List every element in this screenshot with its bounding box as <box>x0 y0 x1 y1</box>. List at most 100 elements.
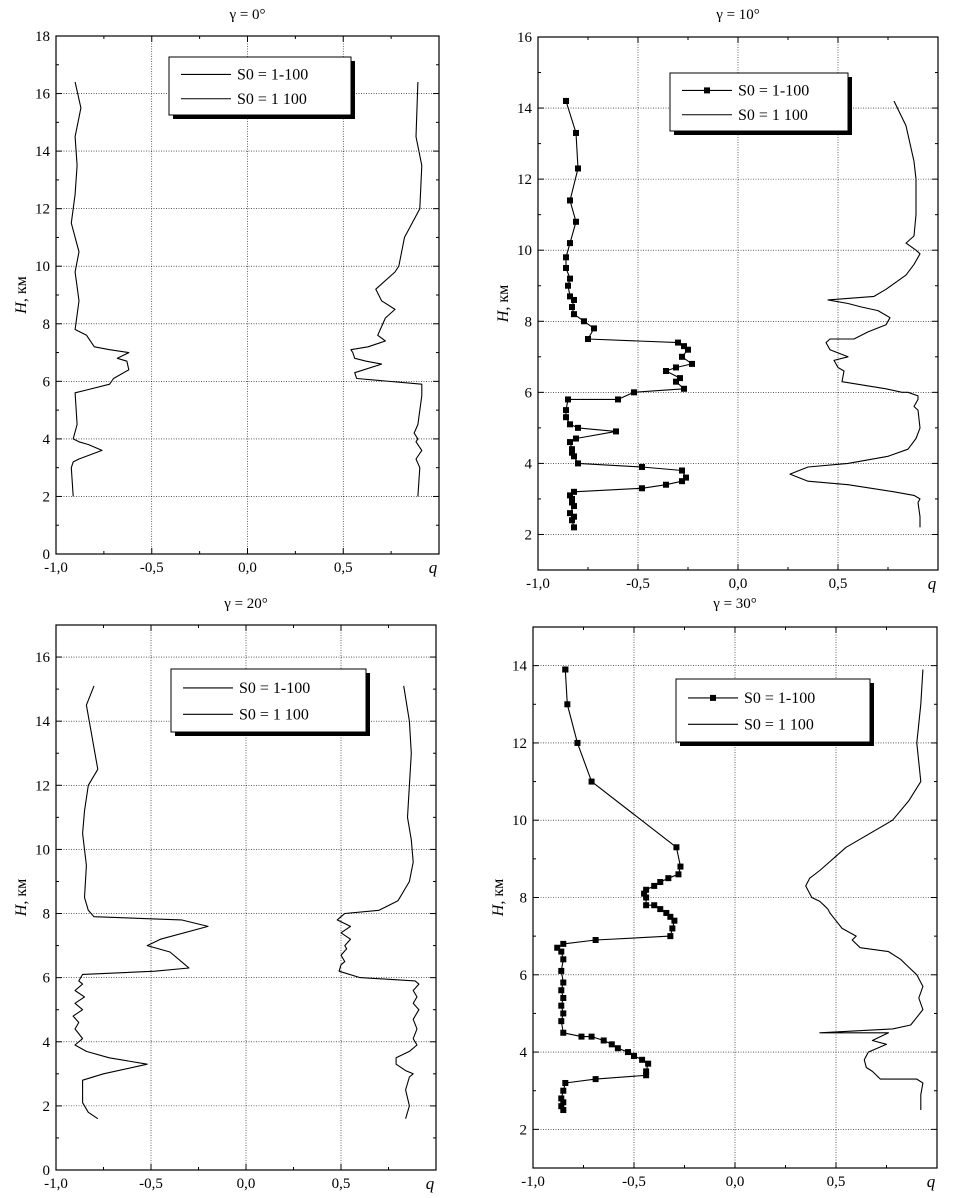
data-point <box>677 863 684 870</box>
y-axis-label-unit: , км <box>13 879 30 905</box>
data-point <box>673 378 679 385</box>
series-line-1 <box>805 669 924 1110</box>
data-point <box>600 1037 607 1044</box>
data-point <box>567 421 573 428</box>
data-point <box>560 1029 567 1036</box>
data-point <box>639 1056 646 1063</box>
legend-box <box>669 72 849 132</box>
data-point <box>615 396 621 403</box>
data-point <box>558 967 565 974</box>
data-point <box>563 254 569 261</box>
legend-marker <box>704 87 710 94</box>
y-axis-label-unit: , км <box>490 879 507 905</box>
data-point <box>563 407 569 414</box>
data-point <box>571 311 577 318</box>
data-point <box>560 1087 567 1094</box>
data-point <box>567 275 573 282</box>
x-tick-label: 0,0 <box>726 1174 745 1190</box>
x-tick-label: 0,0 <box>729 576 748 592</box>
data-point <box>631 1052 637 1059</box>
data-point <box>573 435 579 442</box>
data-point <box>569 449 575 456</box>
data-point <box>567 293 573 300</box>
y-tick-label: 6 <box>43 971 51 987</box>
x-axis-label: q <box>927 1172 936 1191</box>
y-axis-label: H, км <box>13 276 30 314</box>
data-point <box>665 875 672 882</box>
legend-box <box>168 56 352 116</box>
data-point <box>558 948 565 955</box>
data-point <box>560 956 567 963</box>
legend-marker <box>710 694 716 701</box>
x-tick-label: -0,5 <box>622 1174 646 1190</box>
data-point <box>592 1076 599 1083</box>
data-point <box>562 1079 569 1086</box>
data-point <box>571 503 577 510</box>
data-point <box>651 902 658 909</box>
series-line-1 <box>789 100 921 528</box>
y-tick-label: 12 <box>512 736 527 752</box>
y-axis-label: H, км <box>13 879 30 917</box>
chart-title: γ = 20° <box>223 596 268 612</box>
data-point <box>657 906 664 913</box>
data-point <box>567 240 573 247</box>
data-point <box>663 368 669 375</box>
y-tick-label: 2 <box>525 527 533 543</box>
y-tick-label: 16 <box>35 650 51 666</box>
data-point <box>643 1068 650 1075</box>
data-point <box>645 1060 652 1067</box>
data-point <box>558 987 565 994</box>
data-point <box>657 879 664 886</box>
data-point <box>641 890 648 897</box>
y-tick-label: 0 <box>43 547 51 563</box>
data-point <box>631 389 637 396</box>
data-point <box>571 513 577 520</box>
y-tick-label: 0 <box>43 1163 51 1179</box>
series-line-1 <box>336 685 420 1119</box>
data-point <box>560 1099 567 1106</box>
data-point <box>667 933 674 940</box>
legend-label: S0 = 1 100 <box>738 107 808 124</box>
y-tick-label: 2 <box>43 1099 51 1115</box>
data-point <box>569 495 575 502</box>
data-point <box>575 165 581 172</box>
x-tick-label: -1,0 <box>526 576 550 592</box>
data-point <box>679 353 685 360</box>
y-tick-label: 8 <box>520 891 528 907</box>
y-axis-label-symbol: H <box>490 903 507 917</box>
y-tick-label: 4 <box>43 1035 51 1051</box>
y-axis-label-symbol: H <box>13 903 30 917</box>
data-point <box>675 871 682 878</box>
data-point <box>681 343 687 350</box>
legend-label: S0 = 1-100 <box>744 690 815 707</box>
x-tick-label: 0,0 <box>237 1176 256 1192</box>
x-axis-label: q <box>426 1174 435 1193</box>
chart-title: γ = 30° <box>712 596 757 612</box>
data-point <box>569 446 575 453</box>
data-point <box>575 424 581 431</box>
y-tick-label: 2 <box>43 489 51 505</box>
chart-title: γ = 0° <box>228 7 265 23</box>
data-point <box>639 485 645 492</box>
x-tick-label: -1,0 <box>44 560 68 576</box>
data-point <box>558 1018 565 1025</box>
legend-label: S0 = 1 100 <box>239 706 309 723</box>
x-tick-label: 0,5 <box>827 1174 846 1190</box>
data-point <box>569 517 575 524</box>
data-point <box>560 1010 567 1017</box>
y-tick-label: 4 <box>43 432 51 448</box>
x-tick-label: -1,0 <box>521 1174 545 1190</box>
data-point <box>578 1033 585 1040</box>
data-point <box>643 902 650 909</box>
x-tick-label: 0,5 <box>829 576 848 592</box>
data-point <box>554 944 561 951</box>
x-axis-label: q <box>429 558 438 577</box>
y-axis-label-unit: , км <box>495 285 512 311</box>
data-point <box>560 979 567 986</box>
data-point <box>569 304 575 311</box>
data-point <box>643 894 650 901</box>
y-tick-label: 8 <box>43 907 51 923</box>
y-tick-label: 14 <box>35 714 51 730</box>
y-tick-label: 6 <box>520 968 528 984</box>
